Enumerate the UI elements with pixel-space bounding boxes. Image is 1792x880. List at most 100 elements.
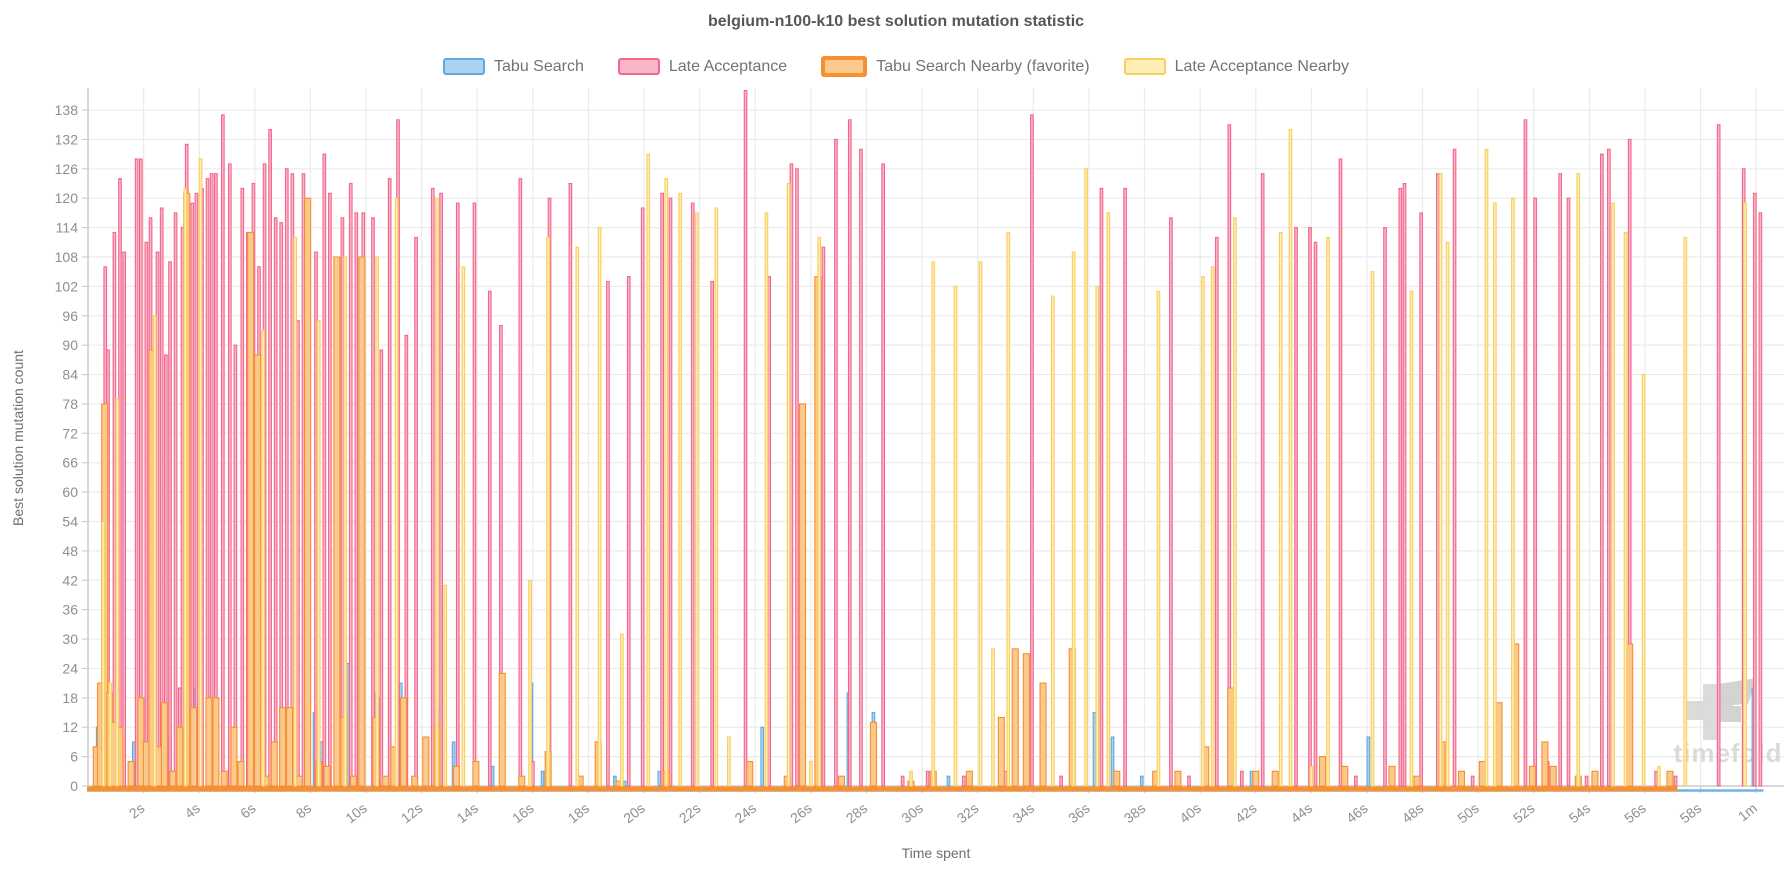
- bar: [455, 202, 460, 787]
- bar: [1402, 182, 1407, 787]
- bar: [1457, 770, 1466, 787]
- bar: [1338, 158, 1343, 787]
- bar: [991, 648, 995, 787]
- y-tick-label: 0: [70, 778, 78, 794]
- x-tick-label: 32s: [954, 800, 982, 827]
- bar: [1260, 173, 1265, 787]
- bar: [268, 129, 272, 787]
- bar: [270, 741, 278, 787]
- legend-item-label: Late Acceptance Nearby: [1174, 57, 1349, 75]
- x-tick-label: 48s: [1399, 800, 1427, 827]
- bar: [461, 266, 466, 787]
- x-tick-label: 1m: [1735, 800, 1760, 825]
- bar: [144, 241, 149, 787]
- x-tick-label: 50s: [1454, 800, 1482, 827]
- bar: [343, 256, 348, 787]
- bar: [575, 246, 580, 787]
- bar: [1511, 197, 1515, 787]
- bar: [1541, 741, 1549, 787]
- legend-item-late-acceptance[interactable]: Late Acceptance: [617, 58, 787, 76]
- bar: [1113, 770, 1121, 787]
- x-tick-label: 22s: [676, 800, 704, 827]
- y-tick-label: 24: [62, 660, 78, 676]
- bar: [1110, 736, 1115, 787]
- x-tick-label: 2s: [126, 800, 148, 822]
- bar: [1022, 653, 1030, 787]
- bar: [1576, 173, 1581, 787]
- bar: [323, 765, 331, 787]
- bar: [546, 236, 550, 787]
- y-tick-label: 126: [55, 161, 79, 177]
- bar: [122, 251, 126, 787]
- bar: [1438, 173, 1443, 787]
- bar: [173, 212, 178, 787]
- bar: [767, 276, 772, 787]
- bar: [160, 702, 169, 787]
- bar: [1326, 236, 1330, 787]
- bar: [286, 707, 294, 787]
- y-axis-ticks: 0 6 12 18 24 30 36 42 48 54 60 66 72 78 84 90 96 102 108 11…: [55, 102, 88, 794]
- y-tick-label: 6: [70, 749, 78, 765]
- bar: [597, 227, 602, 787]
- bar: [1239, 770, 1244, 787]
- bar: [296, 320, 300, 787]
- bar: [371, 217, 375, 787]
- x-tick-label: 36s: [1065, 800, 1093, 827]
- bar: [727, 736, 731, 787]
- bar: [220, 114, 225, 787]
- y-tick-label: 30: [62, 631, 78, 647]
- bar: [333, 256, 341, 787]
- bar: [1657, 765, 1661, 787]
- bar: [127, 760, 135, 787]
- y-axis-title: Best solution mutation count: [10, 350, 26, 526]
- x-tick-label: 26s: [787, 800, 815, 827]
- bar: [472, 760, 480, 787]
- bar: [664, 178, 669, 787]
- bar: [1308, 227, 1312, 787]
- bar: [400, 697, 408, 787]
- chart-title: belgium-n100-k10 best solution mutation …: [707, 13, 1085, 30]
- x-tick-label: 24s: [731, 800, 759, 827]
- legend-item-tabu-search-nearby-favorite[interactable]: Tabu Search Nearby (favorite): [821, 56, 1090, 77]
- bar: [1435, 173, 1440, 787]
- y-tick-label: 90: [62, 337, 78, 353]
- bar: [1758, 212, 1763, 787]
- legend-item-label: Tabu Search: [494, 57, 584, 75]
- bar: [101, 520, 106, 787]
- bar: [1370, 271, 1375, 787]
- bar: [798, 403, 807, 787]
- legend: Tabu Search Late Acceptance Tabu Search Ne…: [0, 56, 1792, 77]
- bar: [1233, 217, 1237, 787]
- bar: [1252, 770, 1260, 787]
- bar: [1011, 648, 1019, 787]
- bar: [1523, 119, 1528, 787]
- timefold-watermark: timefold: [1673, 678, 1782, 768]
- bar: [1353, 775, 1358, 787]
- legend-item-late-acceptance-nearby[interactable]: Late Acceptance Nearby: [1123, 57, 1349, 76]
- bar: [190, 707, 198, 787]
- bar: [657, 770, 662, 787]
- x-axis-ticks: 2s 4s 6s 8s 10s 12s 14s 16s 18s 20s 22s 24s 26s 28s 30…: [126, 786, 1760, 826]
- bar: [209, 173, 214, 787]
- bar: [490, 765, 495, 787]
- bar: [1584, 775, 1589, 787]
- bar: [340, 217, 345, 787]
- y-tick-label: 138: [55, 102, 79, 118]
- bar: [1470, 775, 1475, 787]
- bar: [176, 726, 184, 787]
- bar: [1600, 153, 1604, 787]
- bar: [498, 672, 506, 787]
- legend-item-tabu-search[interactable]: Tabu Search: [443, 58, 584, 76]
- bar: [646, 153, 651, 787]
- bar: [518, 178, 523, 787]
- bar: [1278, 231, 1283, 787]
- x-tick-label: 8s: [293, 800, 315, 822]
- x-tick-label: 6s: [237, 800, 259, 822]
- bar: [439, 192, 443, 787]
- bar: [1156, 290, 1161, 787]
- y-tick-label: 96: [62, 308, 78, 324]
- bar: [859, 148, 863, 787]
- bar: [1528, 765, 1536, 787]
- bar: [1716, 124, 1721, 787]
